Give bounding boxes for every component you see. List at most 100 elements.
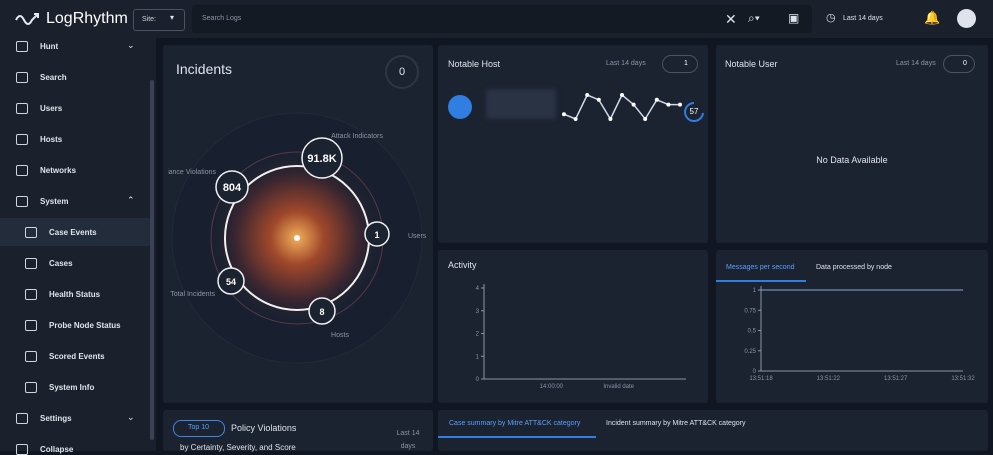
nav-item[interactable]: Scored Events <box>49 352 105 361</box>
nav-icon <box>16 444 28 455</box>
time-picker[interactable]: ◷ Last 14 days <box>826 11 900 27</box>
incident-node-label: Users <box>408 233 427 240</box>
sparkline-point <box>678 102 682 107</box>
tab-underline <box>716 280 806 282</box>
data-tab[interactable]: Data processed by node <box>816 264 892 271</box>
policy-panel: Top 10 Policy Violations by Certainty, S… <box>163 410 433 452</box>
policy-subtitle[interactable]: by Certainty, Severity, and Score <box>180 443 296 452</box>
incident-tab[interactable]: Incident summary by Mitre ATT&CK categor… <box>606 420 746 427</box>
y-tick-label: 2 <box>476 332 480 338</box>
save-icon[interactable]: ▣ <box>788 11 800 25</box>
sparkline-point <box>596 97 601 102</box>
host-count-badge[interactable]: 1 <box>662 55 698 73</box>
y-tick-label: 0 <box>753 369 757 375</box>
nav-item[interactable]: Case Events <box>49 228 97 237</box>
notable-host-panel: Notable Host Last 14 days 1 57 <box>438 45 708 243</box>
nav-item[interactable]: Networks <box>40 166 77 175</box>
bell-icon[interactable]: 🔔 <box>924 10 941 25</box>
nav-item[interactable]: Hosts <box>40 135 63 144</box>
user-count-badge[interactable]: 0 <box>943 55 975 73</box>
host-count: 1 <box>684 60 688 67</box>
nav-icon <box>25 382 37 393</box>
host-score: 57 <box>690 107 699 116</box>
incident-node-label: Attack Indicators <box>331 133 383 140</box>
site-label: Site: <box>142 16 157 23</box>
chevron: ⌃ <box>127 195 135 205</box>
incident-node-count: 804 <box>223 182 242 194</box>
incidents-panel: Incidents 0 91.8K Attack Indicators 804 lia… <box>163 45 433 403</box>
search-icon[interactable]: ⌕▾ <box>748 11 760 25</box>
sparkline: 57 <box>562 93 704 122</box>
sparkline-line <box>563 93 680 121</box>
nav-icon <box>25 320 37 331</box>
sparkline-point <box>585 93 590 97</box>
avatar[interactable] <box>957 9 976 28</box>
nav-icon <box>16 134 28 145</box>
x-tick-label: 13:51:18 <box>749 376 773 382</box>
nav-item[interactable]: Cases <box>49 259 73 268</box>
nav-item[interactable]: Collapse <box>40 445 74 454</box>
nav-icon <box>25 227 37 238</box>
messages-chart: 0 0.25 0.5 0.75 1 13:51:18 13:51:22 13:51:27 13:… <box>744 286 975 382</box>
nav-icon <box>25 258 37 269</box>
incident-node-ring <box>308 297 336 325</box>
sparkline-point <box>631 102 636 107</box>
clear-icon[interactable]: ✕ <box>725 11 737 27</box>
clock-icon: ◷ <box>826 12 836 24</box>
y-tick-label: 1 <box>476 354 480 360</box>
nav-item[interactable]: Search <box>40 73 67 82</box>
policy-time: Last 14 days <box>396 430 420 450</box>
x-tick-label: 14:00:00 <box>540 384 564 390</box>
nav-icon <box>16 103 28 114</box>
incident-node-count: 54 <box>226 277 236 287</box>
x-tick-label: 13:51:22 <box>817 376 841 382</box>
incident-node-label: Total Incidents <box>170 291 215 298</box>
incidents-graph: 91.8K Attack Indicators 804 liance Violatio… <box>168 112 427 364</box>
activity-panel: Activity 0 1 2 3 4 14:00:00 Invalid date <box>438 250 708 403</box>
user-time: Last 14 days <box>896 60 936 67</box>
nav-item[interactable]: Probe Node Status <box>49 321 121 330</box>
user-count: 0 <box>963 60 967 67</box>
policy-title[interactable]: Policy Violations <box>231 423 297 433</box>
tab-underline <box>438 436 596 438</box>
notable-user-panel: Notable User Last 14 days 0 No Data Avai… <box>716 45 988 243</box>
header: LogRhythm Site: ▾ Search Logs ✕ ⌕▾ ▣ ◷ Last 1… <box>0 0 993 38</box>
incident-node-label: Hosts <box>331 332 349 339</box>
case-tab[interactable]: Case summary by Mitre ATT&CK category <box>449 420 581 427</box>
host-blurred-name <box>486 89 556 119</box>
nav-item[interactable]: System <box>40 197 69 206</box>
x-tick-label: Invalid date <box>603 384 634 390</box>
activity-chart: 0 1 2 3 4 14:00:00 Invalid date <box>476 284 686 390</box>
nav-item[interactable]: Hunt <box>40 42 59 51</box>
messages-tab[interactable]: Messages per second <box>726 264 795 271</box>
logo-icon <box>15 13 39 25</box>
messages-panel: Messages per second Data processed by no… <box>716 250 988 403</box>
user-empty: No Data Available <box>816 155 888 165</box>
sparkline-point <box>562 112 566 117</box>
nav-item[interactable]: Users <box>40 104 63 113</box>
y-tick-label: 0.5 <box>748 329 757 335</box>
top-select[interactable]: Top 10 <box>173 420 225 437</box>
nav-icon <box>16 196 28 207</box>
activity-title: Activity <box>448 260 477 270</box>
nav-item[interactable]: Settings <box>40 414 72 423</box>
chevron: ⌄ <box>127 412 135 422</box>
nav-icon <box>25 351 37 362</box>
time-label: Last 14 days <box>843 15 883 22</box>
search-box[interactable]: Search Logs ✕ ⌕▾ ▣ <box>192 5 812 33</box>
sparkline-point <box>608 117 613 121</box>
top-label: Top 10 <box>188 424 210 431</box>
y-tick-label: 0.25 <box>744 349 756 355</box>
incident-node-count: 8 <box>319 307 324 317</box>
search-placeholder: Search Logs <box>202 15 242 22</box>
nav-item[interactable]: System Info <box>49 383 95 392</box>
y-tick-label: 4 <box>476 286 480 292</box>
incident-node-ring <box>301 137 343 179</box>
sparkline-point <box>666 102 671 107</box>
host-icon <box>448 95 472 119</box>
nav-item[interactable]: Health Status <box>49 290 101 299</box>
site-select[interactable]: Site: ▾ <box>133 9 185 31</box>
y-tick-label: 0 <box>476 377 480 383</box>
x-tick-label: 13:51:32 <box>951 376 975 382</box>
